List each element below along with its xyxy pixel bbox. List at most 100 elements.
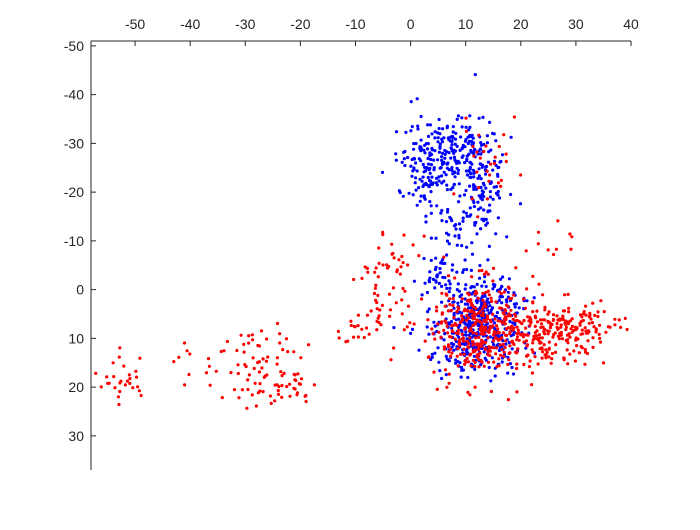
- scatter-point-blue: [441, 127, 445, 131]
- scatter-point-red: [484, 270, 488, 274]
- scatter-point-blue: [477, 194, 481, 198]
- scatter-point-red: [476, 215, 480, 219]
- scatter-point-red: [445, 293, 449, 297]
- scatter-point-blue: [430, 352, 434, 356]
- scatter-point-red: [127, 373, 131, 377]
- scatter-point-blue: [426, 310, 430, 314]
- scatter-point-red: [506, 285, 510, 289]
- scatter-point-red: [446, 274, 451, 278]
- scatter-point-red: [545, 329, 550, 333]
- scatter-point-blue: [445, 239, 450, 243]
- scatter-point-red: [264, 359, 268, 363]
- x-tick-label: 0: [407, 16, 415, 32]
- scatter-point-blue: [415, 169, 419, 173]
- scatter-point-red: [232, 388, 237, 392]
- scatter-point-blue: [410, 327, 415, 331]
- scatter-point-blue: [462, 268, 466, 272]
- scatter-point-blue: [492, 159, 497, 163]
- scatter-point-red: [570, 317, 574, 321]
- scatter-point-red: [466, 291, 470, 295]
- scatter-point-red: [462, 347, 466, 351]
- scatter-point-blue: [403, 149, 407, 154]
- scatter-point-blue: [491, 282, 496, 287]
- scatter-point-blue: [452, 151, 456, 155]
- scatter-point-red: [516, 328, 520, 332]
- scatter-point-red: [591, 301, 595, 305]
- scatter-point-blue: [457, 161, 461, 165]
- scatter-point-red: [515, 338, 519, 342]
- scatter-point-red: [483, 328, 487, 332]
- scatter-point-red: [593, 313, 597, 317]
- scatter-point-red: [494, 300, 498, 304]
- scatter-point-red: [204, 371, 209, 375]
- scatter-point-blue: [457, 222, 462, 226]
- scatter-point-red: [584, 304, 588, 308]
- scatter-point-blue: [452, 306, 456, 310]
- scatter-point-red: [279, 370, 283, 374]
- scatter-point-blue: [467, 128, 471, 132]
- scatter-point-blue: [495, 311, 499, 315]
- scatter-point-red: [477, 347, 481, 352]
- scatter-point-blue: [422, 256, 426, 261]
- scatter-point-red: [456, 364, 460, 368]
- scatter-point-red: [535, 320, 540, 324]
- scatter-point-red: [349, 323, 353, 328]
- scatter-point-red: [493, 317, 497, 321]
- scatter-point-blue: [458, 148, 462, 152]
- x-tick-label: 20: [513, 16, 529, 32]
- scatter-point-red: [388, 314, 392, 318]
- scatter-point-red: [364, 326, 369, 330]
- scatter-point-red: [295, 391, 300, 395]
- scatter-point-red: [436, 322, 440, 326]
- scatter-point-red: [183, 383, 187, 387]
- scatter-point-red: [401, 286, 405, 291]
- scatter-point-red: [456, 347, 460, 351]
- scatter-point-red: [578, 323, 582, 327]
- scatter-point-red: [509, 308, 513, 312]
- scatter-point-blue: [513, 305, 517, 309]
- scatter-point-red: [269, 401, 273, 405]
- scatter-point-blue: [485, 134, 489, 138]
- scatter-point-blue: [498, 295, 502, 299]
- scatter-point-blue: [452, 311, 456, 315]
- scatter-point-red: [455, 323, 459, 327]
- scatter-point-blue: [428, 154, 432, 158]
- scatter-point-red: [544, 348, 548, 352]
- scatter-point-red: [389, 358, 393, 362]
- scatter-point-red: [497, 357, 501, 361]
- scatter-point-red: [504, 339, 508, 343]
- scatter-point-blue: [452, 300, 456, 304]
- scatter-point-red: [485, 197, 489, 201]
- scatter-point-blue: [437, 360, 441, 364]
- scatter-point-red: [478, 342, 482, 346]
- scatter-point-blue: [461, 368, 465, 372]
- scatter-point-blue: [438, 271, 442, 275]
- scatter-point-red: [296, 372, 300, 376]
- scatter-point-red: [449, 308, 453, 312]
- scatter-point-blue: [419, 149, 423, 153]
- scatter-point-red: [503, 345, 507, 350]
- scatter-point-blue: [487, 301, 491, 305]
- scatter-point-blue: [440, 181, 444, 185]
- scatter-point-red: [482, 149, 486, 154]
- scatter-point-blue: [458, 294, 462, 299]
- scatter-point-red: [139, 393, 143, 398]
- scatter-point-blue: [445, 124, 449, 128]
- scatter-point-red: [585, 351, 590, 356]
- scatter-point-red: [480, 329, 484, 333]
- scatter-point-blue: [492, 343, 496, 347]
- scatter-point-blue: [464, 125, 468, 129]
- scatter-point-red: [537, 282, 541, 286]
- scatter-point-red: [423, 339, 427, 343]
- scatter-point-red: [376, 316, 380, 320]
- scatter-point-blue: [400, 160, 404, 164]
- scatter-point-red: [365, 313, 370, 317]
- scatter-point-blue: [439, 260, 444, 264]
- scatter-point-red: [237, 396, 241, 400]
- scatter-point-red: [462, 339, 466, 343]
- scatter-point-red: [363, 265, 367, 269]
- scatter-point-red: [374, 298, 378, 302]
- scatter-point-red: [388, 308, 393, 312]
- scatter-point-blue: [432, 320, 436, 324]
- scatter-point-blue: [435, 183, 439, 187]
